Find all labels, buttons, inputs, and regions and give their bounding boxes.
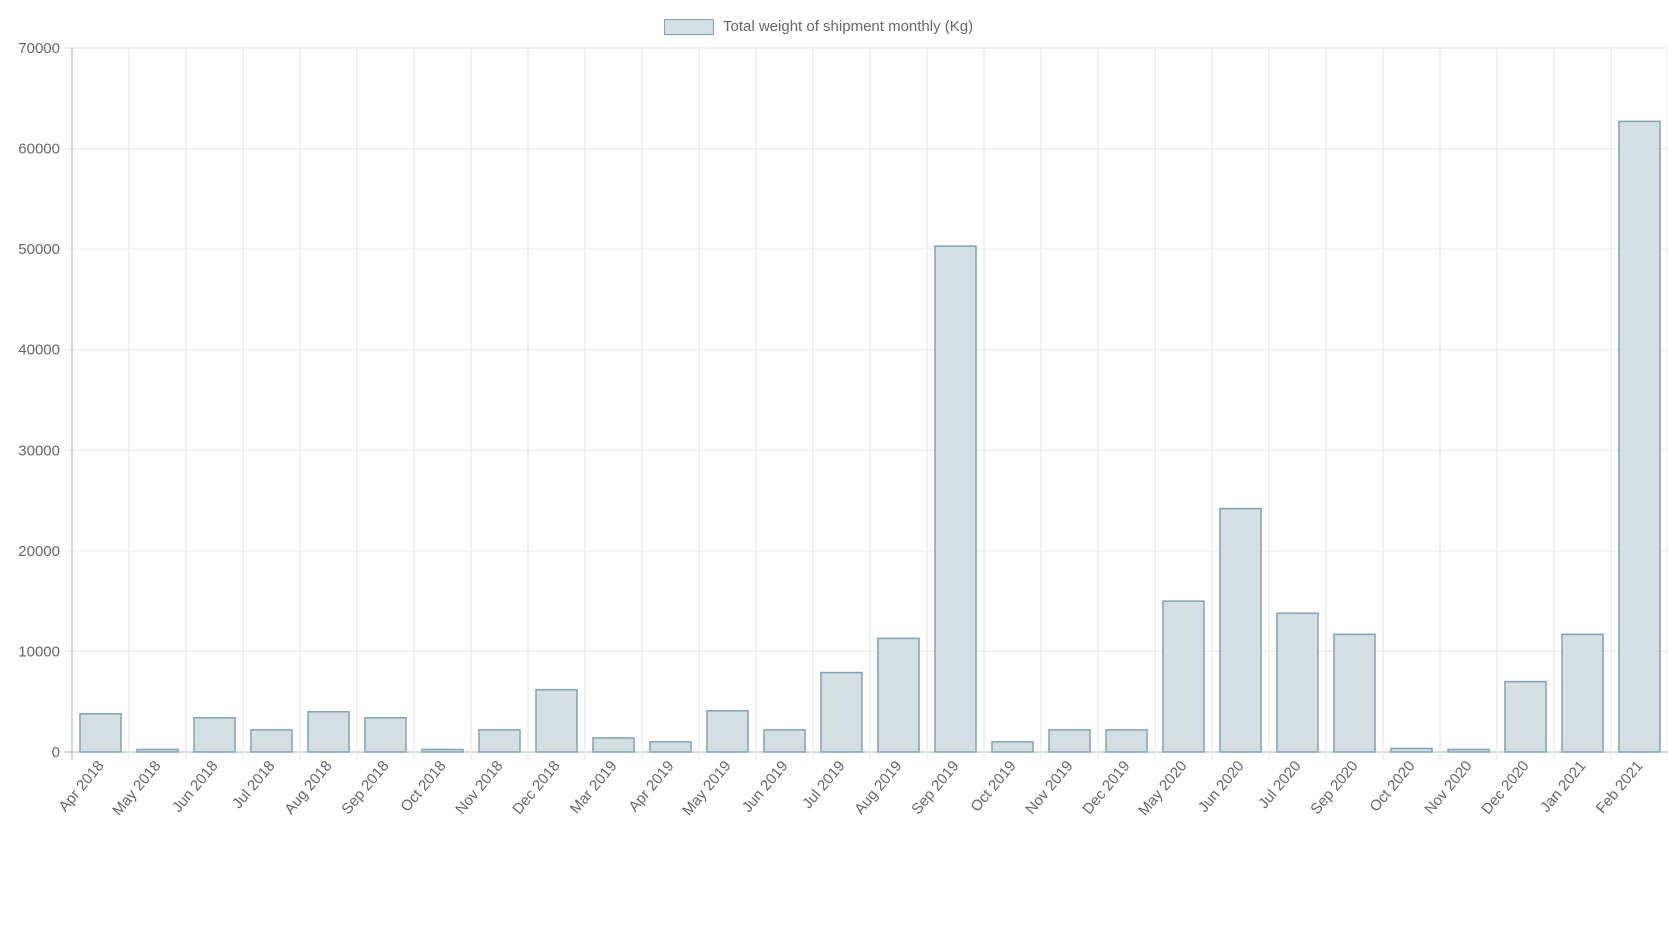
x-tick-label: Aug 2018 (281, 758, 335, 818)
bar (706, 710, 749, 753)
x-tick-label: Sep 2020 (1307, 758, 1361, 818)
x-tick-label: Mar 2019 (567, 758, 621, 817)
bar (1048, 729, 1091, 753)
bar (193, 717, 236, 753)
legend-label: Total weight of shipment monthly (Kg) (723, 18, 974, 35)
bar (820, 671, 863, 753)
x-tick-label: Nov 2020 (1421, 758, 1475, 818)
bar (1333, 633, 1376, 753)
bar (991, 741, 1034, 753)
bar (763, 729, 806, 753)
x-tick-label: Apr 2018 (55, 758, 107, 816)
x-tick-label: Nov 2018 (452, 758, 506, 818)
y-tick-label: 10000 (18, 643, 60, 660)
bar (1105, 729, 1148, 753)
y-tick-label: 20000 (18, 543, 60, 560)
x-tick-label: Nov 2019 (1022, 758, 1076, 818)
x-tick-label: Apr 2019 (625, 758, 677, 816)
y-tick-label: 50000 (18, 241, 60, 258)
x-tick-label: Jan 2021 (1537, 758, 1590, 816)
x-tick-label: Jul 2018 (229, 758, 278, 812)
bar (1219, 507, 1262, 753)
x-tick-label: Aug 2019 (851, 758, 905, 818)
bar (1162, 600, 1205, 753)
bar (307, 711, 350, 753)
bar (421, 748, 464, 753)
chart-legend[interactable]: Total weight of shipment monthly (Kg) (664, 18, 973, 35)
x-tick-label: Jul 2019 (799, 758, 848, 812)
x-tick-label: Dec 2018 (509, 758, 563, 818)
x-tick-label: Sep 2019 (908, 758, 962, 818)
x-tick-label: Jul 2020 (1255, 758, 1304, 812)
bar (79, 713, 122, 753)
bar (1561, 633, 1604, 753)
bar (478, 729, 521, 753)
x-tick-label: Dec 2019 (1079, 758, 1133, 818)
y-tick-label: 40000 (18, 342, 60, 359)
x-tick-label: Dec 2020 (1478, 758, 1532, 818)
x-tick-label: Feb 2021 (1593, 758, 1647, 817)
x-tick-label: Jun 2020 (1195, 758, 1248, 816)
bar (649, 741, 692, 753)
y-tick-label: 60000 (18, 141, 60, 158)
x-tick-label: Jun 2018 (169, 758, 222, 816)
y-tick-label: 70000 (18, 40, 60, 57)
bar (877, 637, 920, 753)
bar (535, 688, 578, 753)
x-tick-label: Sep 2018 (338, 758, 392, 818)
bar (136, 748, 179, 753)
bar (364, 717, 407, 753)
y-tick-label: 0 (52, 744, 60, 761)
x-tick-label: Jun 2019 (739, 758, 792, 816)
bar (934, 245, 977, 753)
x-tick-label: Oct 2018 (397, 758, 449, 816)
bar (250, 729, 293, 753)
x-tick-label: May 2020 (1135, 758, 1190, 819)
x-tick-label: May 2019 (679, 758, 734, 819)
x-tick-label: Oct 2020 (1366, 758, 1418, 816)
bar (1504, 680, 1547, 753)
bar (1390, 747, 1433, 753)
legend-swatch (664, 18, 714, 35)
bar (1447, 748, 1490, 753)
x-tick-label: May 2018 (109, 758, 164, 819)
y-tick-label: 30000 (18, 442, 60, 459)
bar (1276, 612, 1319, 753)
bar (592, 737, 635, 753)
x-tick-label: Oct 2019 (967, 758, 1019, 816)
bar (1618, 120, 1661, 753)
